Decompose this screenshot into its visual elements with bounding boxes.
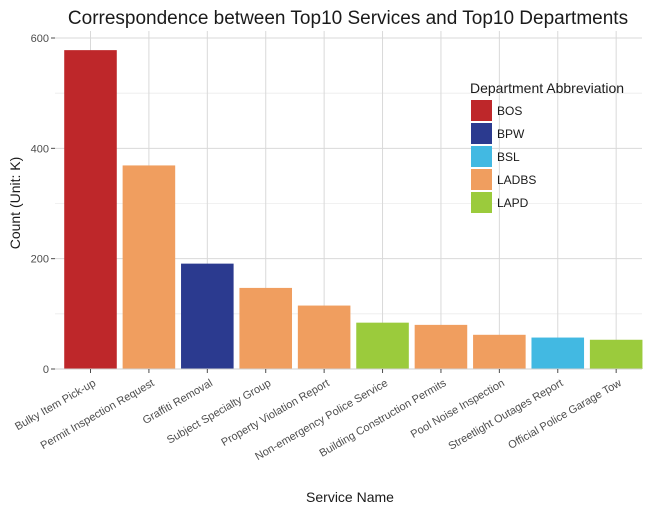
- x-tick-label: Pool Noise Inspection: [409, 377, 507, 441]
- bar: [589, 339, 643, 369]
- x-tick-label: Subject Specialty Group: [165, 377, 273, 446]
- legend-label: BSL: [497, 150, 520, 164]
- legend-key: [471, 192, 492, 213]
- legend: Department Abbreviation BOS BPW BSL LADBS LA…: [470, 80, 624, 213]
- legend-label: LADBS: [497, 173, 536, 187]
- legend-label: BPW: [497, 127, 525, 141]
- y-axis: 0 200 400 600: [31, 33, 55, 376]
- y-axis-title: Count (Unit: K): [7, 157, 23, 250]
- y-tick-label: 200: [31, 254, 49, 266]
- bar: [239, 287, 293, 369]
- x-tick-label: Official Police Garage Tow: [506, 377, 623, 452]
- y-tick-label: 0: [43, 364, 49, 376]
- grid: [55, 31, 642, 370]
- bar: [473, 334, 526, 369]
- bar: [64, 50, 117, 370]
- legend-key: [471, 169, 492, 190]
- bar: [122, 165, 176, 369]
- legend-label: BOS: [497, 104, 522, 118]
- legend-label: LAPD: [497, 196, 529, 210]
- x-tick-label: Permit Inspection Request: [39, 377, 157, 452]
- legend-key: [471, 123, 492, 144]
- legend-key: [471, 146, 492, 167]
- legend-key: [471, 100, 492, 121]
- bars: [64, 50, 643, 370]
- bar: [181, 263, 234, 369]
- x-tick-label: Property Violation Report: [219, 377, 331, 449]
- legend-title: Department Abbreviation: [470, 80, 624, 96]
- chart-title: Correspondence between Top10 Services an…: [68, 8, 628, 29]
- bar: [531, 337, 585, 369]
- bar: [356, 322, 409, 369]
- bar: [414, 324, 468, 369]
- x-axis-title: Service Name: [306, 489, 394, 505]
- y-tick-label: 400: [31, 143, 49, 155]
- y-tick-label: 600: [31, 33, 49, 45]
- bar: [297, 305, 351, 369]
